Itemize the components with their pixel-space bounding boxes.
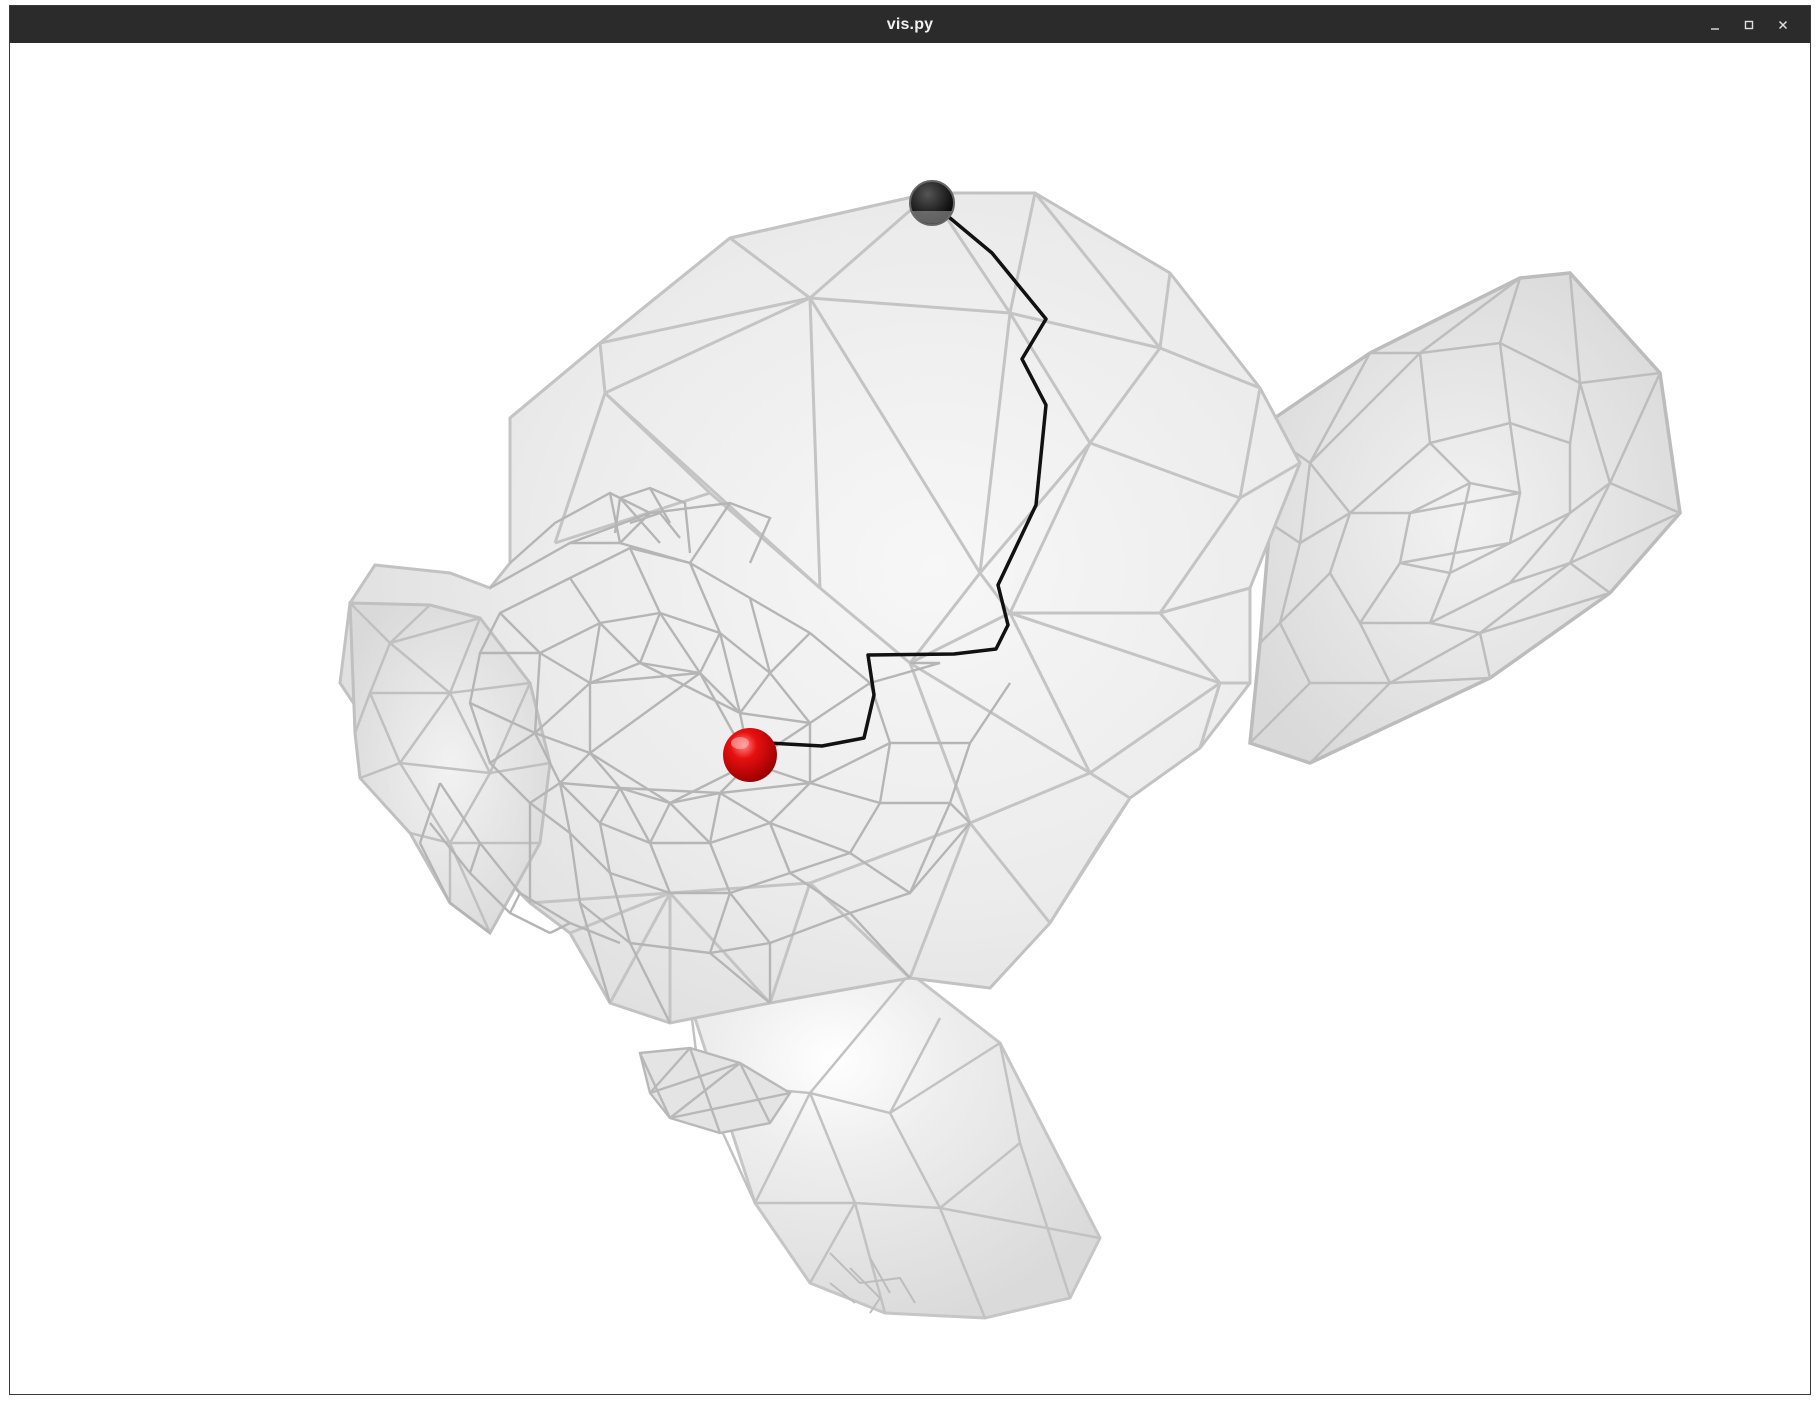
mesh-ear-right xyxy=(1248,271,1682,765)
geodesic-path xyxy=(748,201,1048,748)
mesh-head xyxy=(338,191,1302,1025)
minimize-icon[interactable] xyxy=(1698,6,1732,43)
maximize-icon[interactable] xyxy=(1732,6,1766,43)
window-controls xyxy=(1698,6,1800,43)
title-bar[interactable]: vis.py xyxy=(10,6,1810,43)
start-marker xyxy=(909,180,955,226)
mesh-neck xyxy=(688,971,1102,1320)
mesh-canvas[interactable] xyxy=(10,43,1810,1394)
mesh-face-detail xyxy=(418,486,1011,1024)
app-window: vis.py xyxy=(9,5,1811,1395)
window-title: vis.py xyxy=(886,16,934,33)
close-icon[interactable] xyxy=(1766,6,1800,43)
3d-viewport[interactable] xyxy=(10,43,1810,1394)
mesh-chin xyxy=(638,1046,792,1135)
end-marker xyxy=(723,728,777,782)
